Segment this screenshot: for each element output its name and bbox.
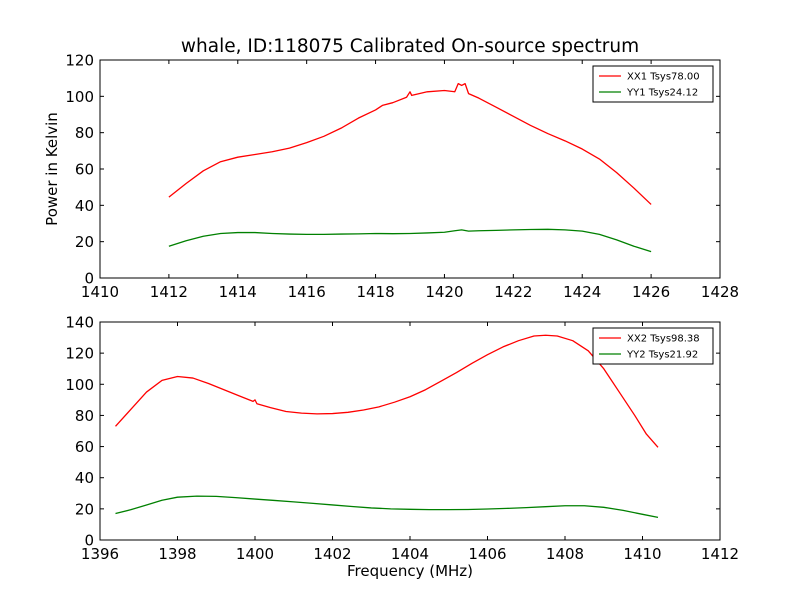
y-tick-label: 20 bbox=[75, 500, 94, 518]
series-line-1 bbox=[115, 334, 659, 448]
y-tick-label: 0 bbox=[84, 270, 94, 288]
y-tick-label: 80 bbox=[75, 407, 94, 425]
x-tick-label: 1426 bbox=[632, 283, 670, 301]
y-tick-label: 0 bbox=[84, 532, 94, 550]
x-tick-label: 1428 bbox=[701, 283, 739, 301]
y-axis-label: Power in Kelvin bbox=[43, 112, 61, 226]
y-tick-label: 60 bbox=[75, 438, 94, 456]
y-tick-label: 100 bbox=[65, 88, 94, 106]
x-tick-label: 1404 bbox=[391, 545, 429, 563]
y-tick-label: 120 bbox=[65, 345, 94, 363]
x-axis-label: Frequency (MHz) bbox=[347, 562, 473, 580]
legend-label: YY2 Tsys21.92 bbox=[626, 350, 698, 361]
legend-label: YY1 Tsys24.12 bbox=[626, 88, 698, 99]
x-tick-label: 1408 bbox=[546, 545, 584, 563]
series-group bbox=[115, 334, 659, 519]
series-group bbox=[168, 82, 652, 253]
y-tick-label: 40 bbox=[75, 197, 94, 215]
figure-title: whale, ID:118075 Calibrated On-source sp… bbox=[181, 36, 639, 57]
x-tick-label: 1422 bbox=[494, 283, 532, 301]
x-tick-label: 1396 bbox=[81, 545, 119, 563]
x-tick-label: 1414 bbox=[219, 283, 257, 301]
x-tick-label: 1402 bbox=[313, 545, 351, 563]
x-tick-label: 1412 bbox=[701, 545, 739, 563]
legend-label: XX1 Tsys78.00 bbox=[627, 72, 700, 83]
x-tick-label: 1410 bbox=[81, 283, 119, 301]
y-tick-label: 80 bbox=[75, 124, 94, 142]
series-line-2 bbox=[168, 228, 652, 253]
y-tick-label: 60 bbox=[75, 161, 94, 179]
plot-bottom: 1396 1398 1400 1402 1404 1406 1408 1410 1412 0 20 4… bbox=[65, 314, 739, 581]
x-tick-label: 1410 bbox=[623, 545, 661, 563]
x-tick-label: 1418 bbox=[356, 283, 394, 301]
legend: XX1 Tsys78.00 YY1 Tsys24.12 bbox=[592, 65, 714, 103]
y-tick-label: 100 bbox=[65, 376, 94, 394]
x-tick-label: 1420 bbox=[425, 283, 463, 301]
y-tick-label: 140 bbox=[65, 314, 94, 332]
x-tick-label: 1398 bbox=[158, 545, 196, 563]
x-tick-label: 1400 bbox=[236, 545, 274, 563]
x-tick-label: 1406 bbox=[468, 545, 506, 563]
x-tick-label: 1416 bbox=[288, 283, 326, 301]
y-tick-label: 40 bbox=[75, 469, 94, 487]
x-tick-label: 1424 bbox=[563, 283, 601, 301]
y-tick-label: 120 bbox=[65, 52, 94, 70]
legend-frame bbox=[592, 65, 714, 103]
legend-label: XX2 Tsys98.38 bbox=[627, 334, 700, 345]
legend-frame bbox=[592, 327, 714, 365]
series-line-2 bbox=[115, 495, 659, 519]
series-line-1 bbox=[168, 82, 652, 205]
plot-top: 1410 1412 1414 1416 1418 1420 1422 1424 1426 1428… bbox=[43, 52, 739, 302]
y-tick-label: 20 bbox=[75, 233, 94, 251]
legend: XX2 Tsys98.38 YY2 Tsys21.92 bbox=[592, 327, 714, 365]
x-tick-label: 1412 bbox=[150, 283, 188, 301]
